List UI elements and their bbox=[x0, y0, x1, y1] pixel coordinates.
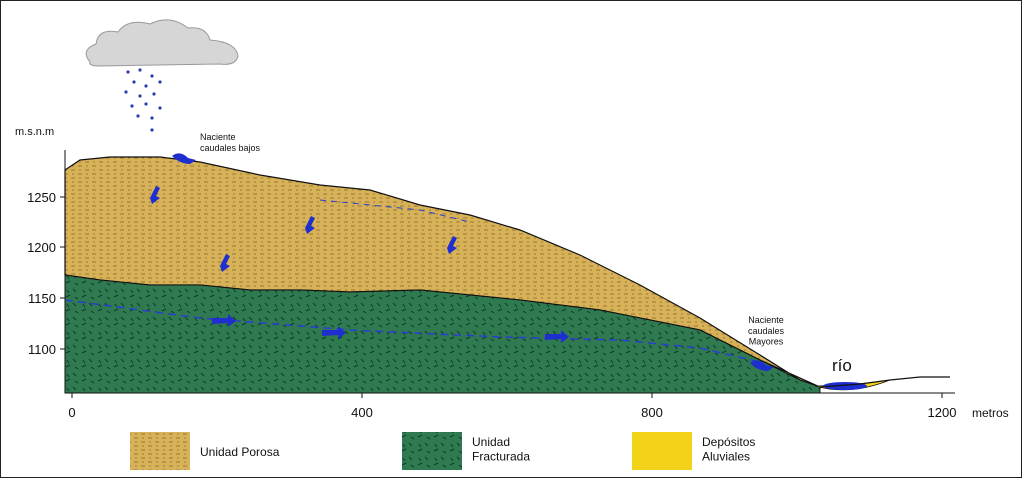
text-line: Fracturada bbox=[472, 449, 530, 463]
y-tick-label: 1150 bbox=[28, 291, 56, 306]
text-line: caudales bbox=[748, 326, 785, 336]
text-line: Naciente bbox=[200, 132, 236, 142]
legend-label: Unidad Porosa bbox=[200, 445, 280, 459]
text-line: Aluviales bbox=[702, 449, 750, 463]
cloud bbox=[86, 20, 238, 66]
x-tick-label: 0 bbox=[68, 405, 75, 420]
y-tick-label: 1100 bbox=[28, 342, 56, 357]
annotation-river: río bbox=[832, 356, 852, 375]
legend-swatch bbox=[402, 432, 462, 470]
legend-swatch bbox=[632, 432, 692, 470]
text-line: Naciente bbox=[748, 315, 784, 325]
text-line: Depósitos bbox=[702, 435, 755, 449]
y-axis-label: m.s.n.m bbox=[15, 126, 54, 138]
x-tick-label: 1200 bbox=[928, 405, 957, 420]
x-tick-label: 400 bbox=[351, 405, 373, 420]
x-tick-label: 800 bbox=[641, 405, 663, 420]
y-tick-label: 1200 bbox=[27, 240, 56, 255]
x-axis-label: metros bbox=[972, 406, 1009, 420]
legend-swatch bbox=[130, 432, 190, 470]
text-line: caudales bajos bbox=[200, 143, 261, 153]
page: m.s.n.m metros Nacientecaudales bajos Na… bbox=[0, 0, 1022, 478]
text-line: Mayores bbox=[749, 337, 784, 347]
rain bbox=[124, 68, 161, 131]
y-tick-label: 1250 bbox=[27, 190, 56, 205]
text-line: Unidad bbox=[472, 435, 510, 449]
text-line: Unidad Porosa bbox=[200, 445, 280, 459]
